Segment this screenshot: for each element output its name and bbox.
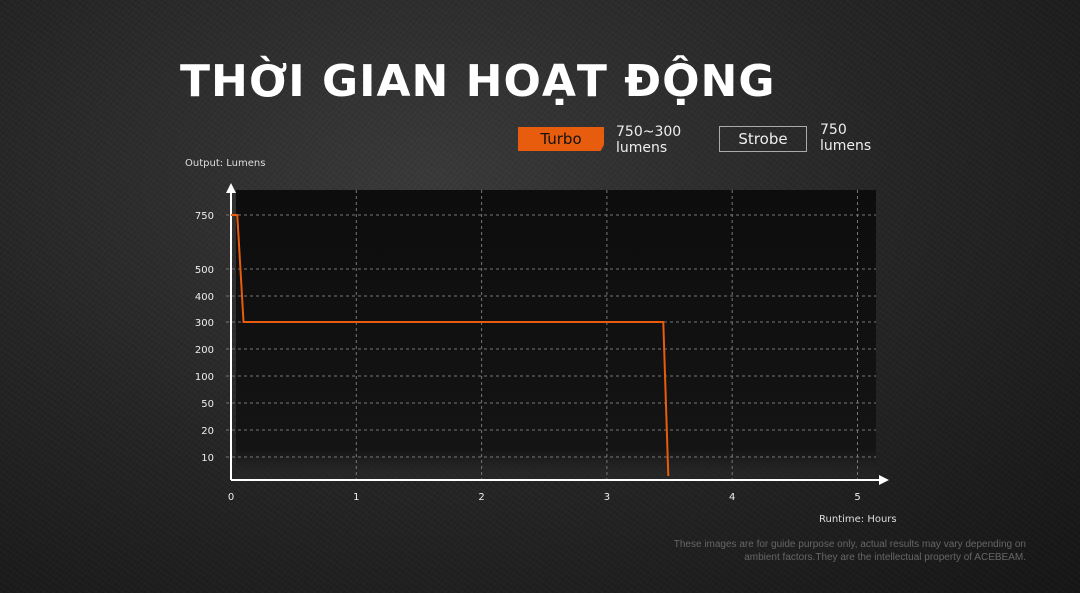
legend-turbo-range: 750~300 — [616, 124, 682, 140]
x-tick-label: 5 — [854, 492, 860, 503]
y-axis-label: Output: Lumens — [185, 158, 266, 169]
legend-strobe-value: 750 lumens — [820, 122, 871, 154]
y-tick-label: 200 — [195, 345, 214, 356]
y-axis-arrow — [226, 183, 236, 193]
legend-strobe-unit: lumens — [820, 138, 872, 154]
x-tick-label: 2 — [478, 492, 484, 503]
x-tick-label: 1 — [353, 492, 359, 503]
x-tick-label: 4 — [729, 492, 735, 503]
y-tick-label: 10 — [201, 453, 214, 464]
legend-strobe: Strobe — [719, 126, 807, 152]
x-tick-label: 0 — [228, 492, 234, 503]
legend-turbo-label: Turbo — [540, 130, 582, 148]
y-tick-label: 500 — [195, 265, 214, 276]
disclaimer: These images are for guide purpose only,… — [606, 538, 1026, 564]
y-tick-label: 300 — [195, 318, 214, 329]
y-tick-label: 750 — [195, 211, 214, 222]
legend-strobe-label: Strobe — [738, 130, 788, 148]
y-tick-label: 100 — [195, 372, 214, 383]
plot-area — [236, 190, 876, 478]
legend-turbo-unit: lumens — [616, 140, 668, 156]
legend-turbo-value: 750~300 lumens — [616, 124, 681, 156]
y-tick-label: 20 — [201, 426, 214, 437]
x-axis-label: Runtime: Hours — [819, 514, 897, 525]
y-tick-label: 50 — [201, 399, 214, 410]
y-tick-label: 400 — [195, 292, 214, 303]
x-axis-arrow — [879, 475, 889, 485]
disclaimer-line-1: These images are for guide purpose only,… — [673, 539, 1026, 550]
x-tick-label: 3 — [604, 492, 610, 503]
legend-turbo: Turbo — [518, 127, 604, 151]
page-title: THỜI GIAN HOẠT ĐỘNG — [180, 56, 776, 107]
legend-strobe-range: 750 — [820, 122, 847, 138]
disclaimer-line-2: ambient factors.They are the intellectua… — [744, 552, 1026, 563]
